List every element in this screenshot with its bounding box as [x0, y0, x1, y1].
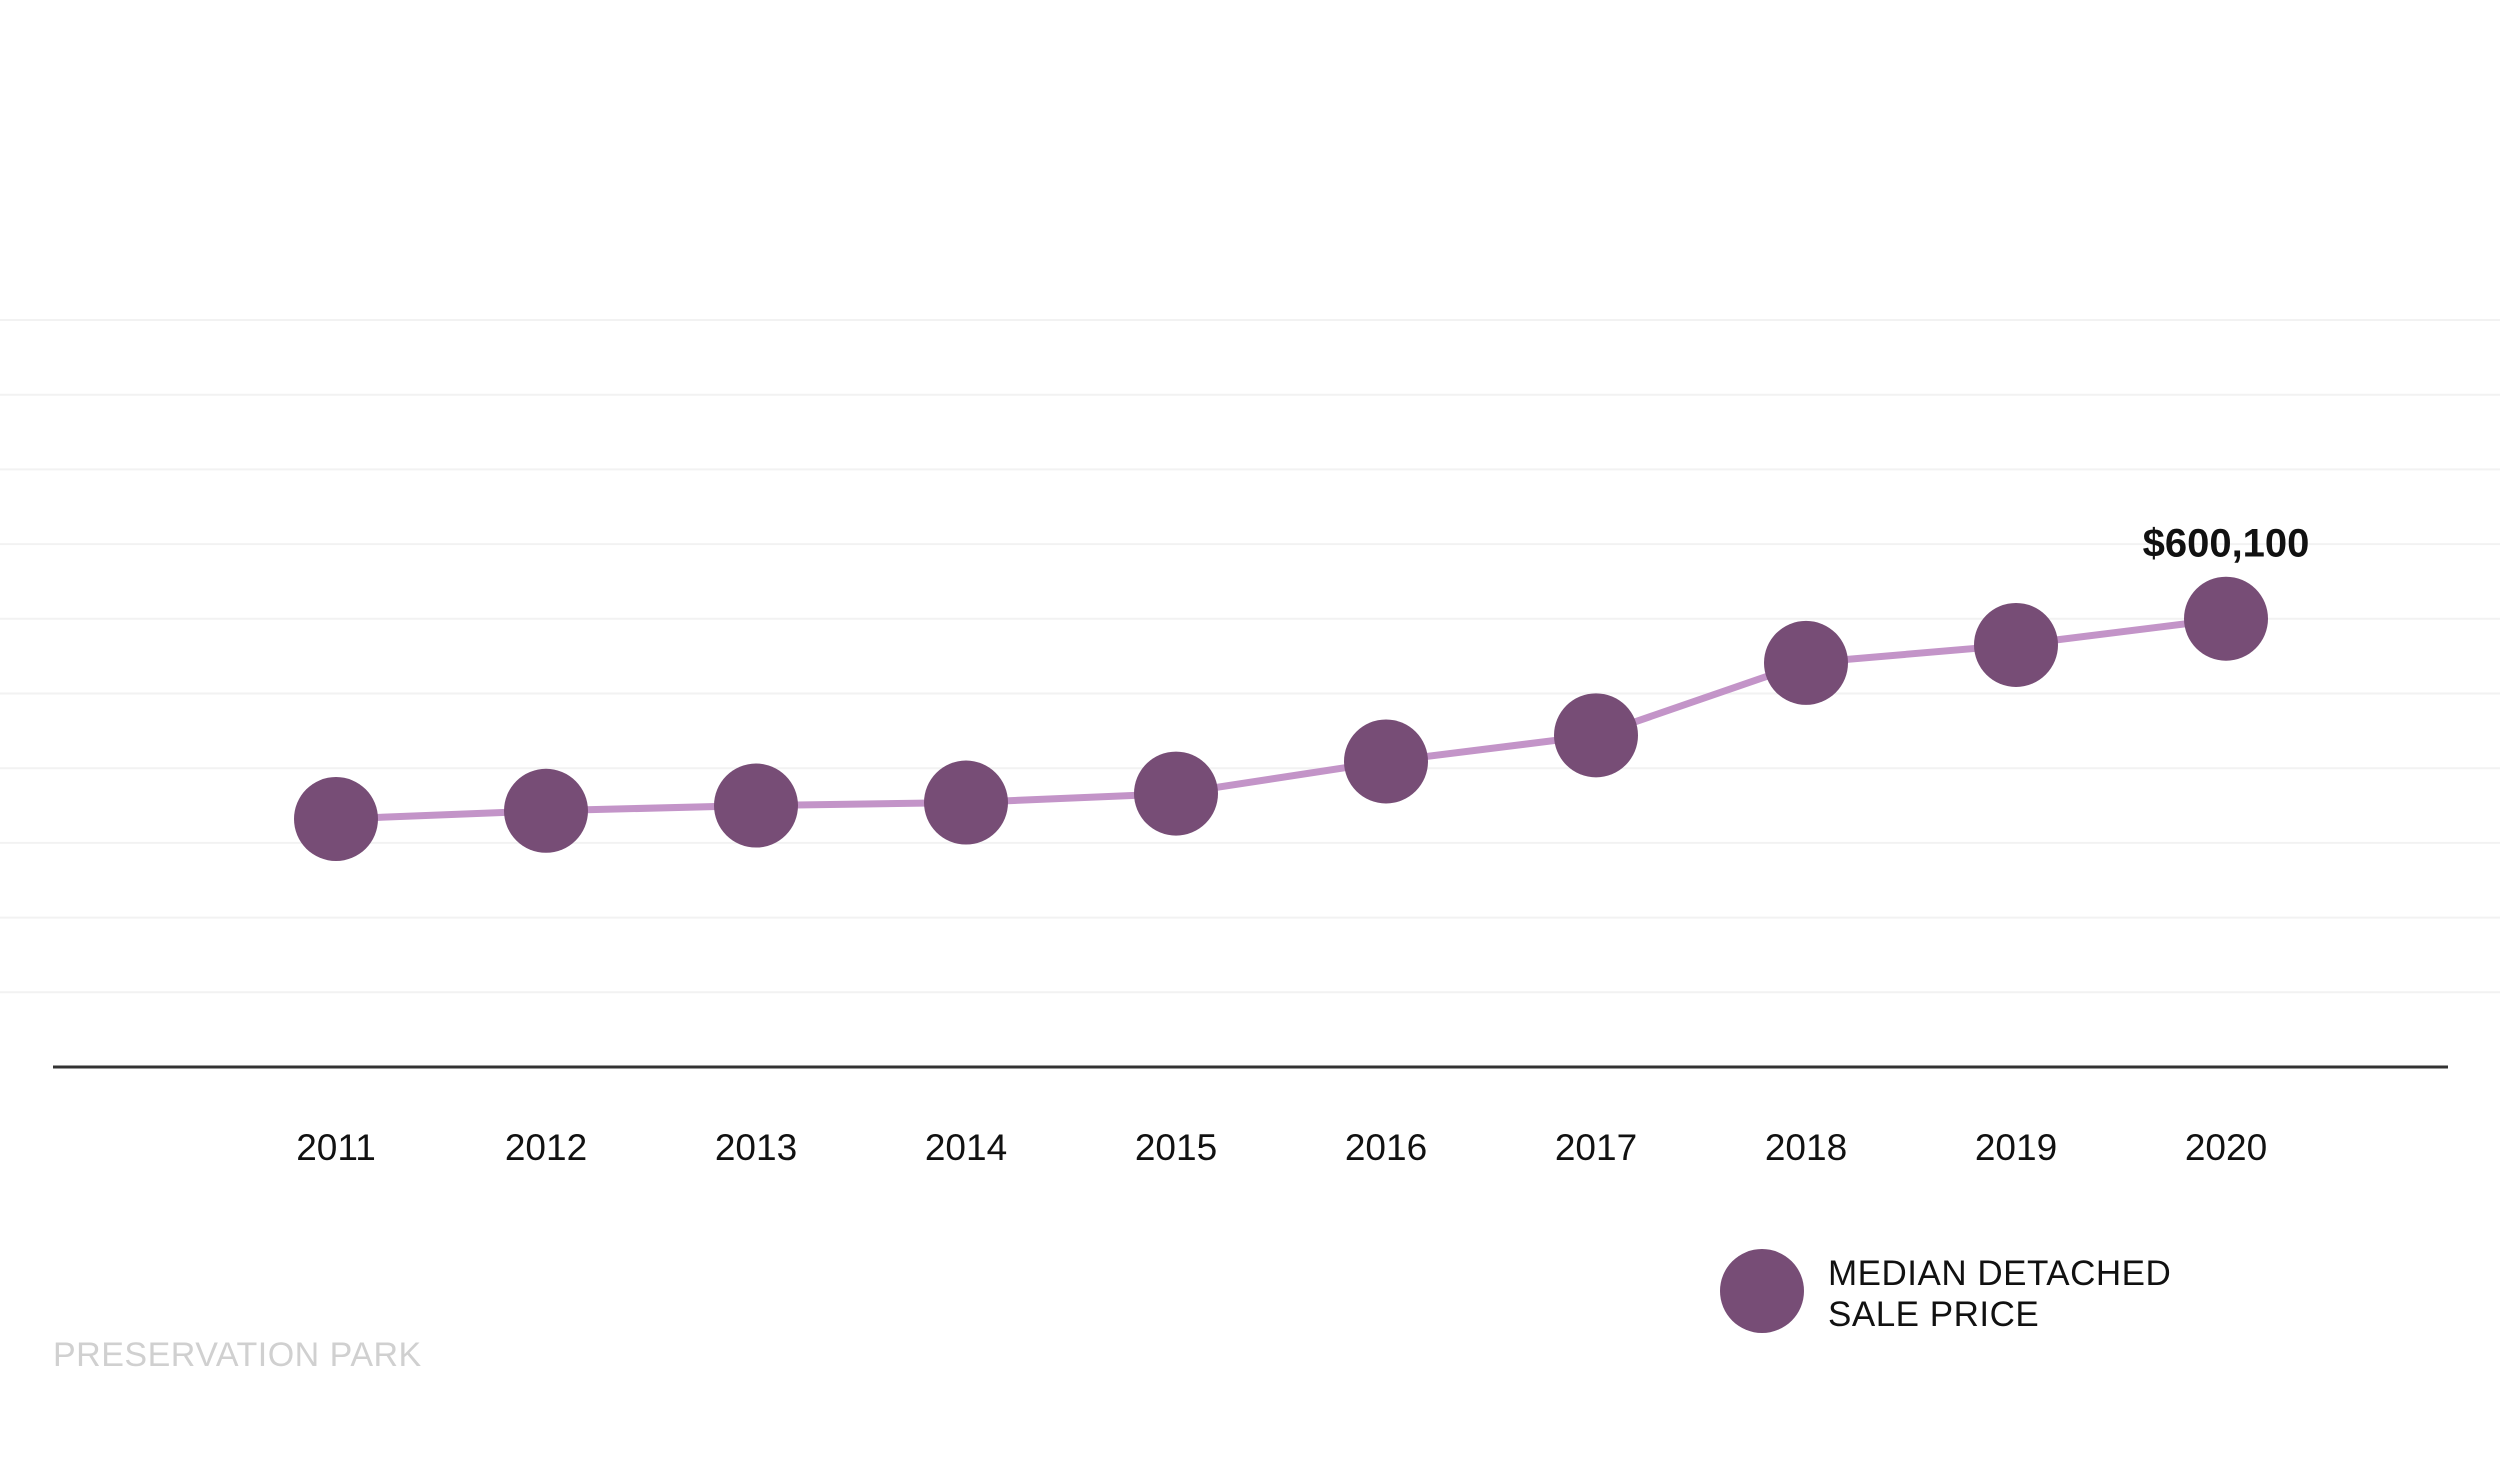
series-line	[335, 615, 2227, 823]
watermark-text: PRESERVATION PARK	[53, 1336, 422, 1374]
x-tick-label-2019: 2019	[1975, 1127, 2057, 1168]
data-point-2020	[2184, 576, 2268, 661]
data-points	[294, 576, 2268, 861]
legend-label: MEDIAN DETACHED SALE PRICE	[1828, 1253, 2248, 1335]
data-point-2017	[1554, 693, 1638, 778]
x-tick-label-2018: 2018	[1765, 1127, 1847, 1168]
data-point-2016	[1344, 719, 1428, 804]
legend-label-line-1: MEDIAN DETACHED	[1828, 1254, 2172, 1293]
x-tick-labels: 2011 2012 2013 2014 2015 2016 2017 2018 2019 2020	[296, 1127, 2267, 1168]
x-tick-label-2011: 2011	[296, 1127, 376, 1168]
data-labels: $600,100	[2143, 522, 2310, 566]
x-tick-label-2016: 2016	[1345, 1127, 1427, 1168]
x-tick-label-2014: 2014	[925, 1127, 1007, 1168]
data-point-2014	[924, 760, 1008, 845]
x-tick-label-2015: 2015	[1135, 1127, 1217, 1168]
data-point-2013	[714, 763, 798, 848]
x-tick-label-2020: 2020	[2185, 1127, 2267, 1168]
legend-label-line-2: SALE PRICE	[1828, 1295, 2040, 1334]
data-point-2018	[1764, 620, 1848, 705]
gridlines	[0, 319, 2500, 994]
x-tick-label-2017: 2017	[1555, 1127, 1637, 1168]
data-label-2020: $600,100	[2143, 522, 2310, 566]
x-tick-label-2013: 2013	[715, 1127, 797, 1168]
x-tick-label-2012: 2012	[505, 1127, 587, 1168]
data-point-2015	[1134, 751, 1218, 836]
data-point-2012	[504, 768, 588, 853]
legend-marker	[1720, 1249, 1804, 1333]
data-point-2019	[1974, 602, 2058, 687]
data-point-2011	[294, 776, 378, 861]
